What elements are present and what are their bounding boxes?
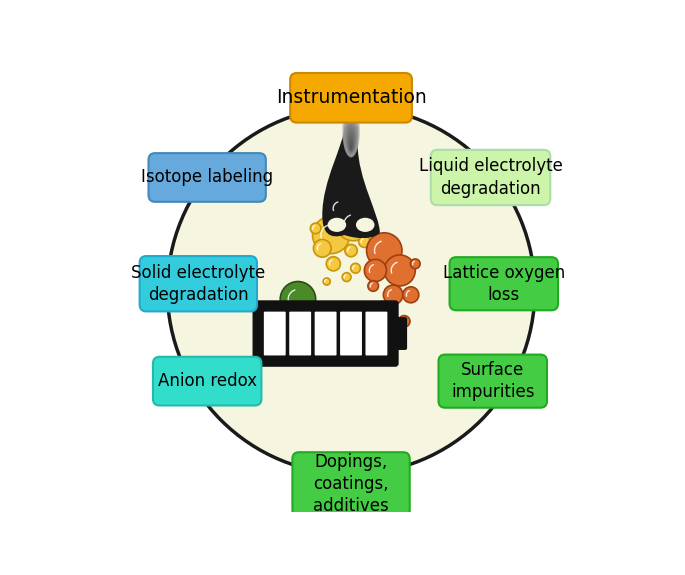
Text: Solid electrolyte
degradation: Solid electrolyte degradation xyxy=(132,263,266,304)
Text: Lattice oxygen
loss: Lattice oxygen loss xyxy=(443,263,565,304)
Text: Dopings,
coatings,
additives: Dopings, coatings, additives xyxy=(313,453,389,516)
FancyBboxPatch shape xyxy=(394,318,406,349)
Ellipse shape xyxy=(349,137,353,151)
FancyBboxPatch shape xyxy=(438,355,547,408)
Text: Liquid electrolyte
degradation: Liquid electrolyte degradation xyxy=(419,158,562,198)
Circle shape xyxy=(358,236,370,247)
Circle shape xyxy=(364,259,386,282)
PathPatch shape xyxy=(322,126,380,238)
FancyBboxPatch shape xyxy=(292,452,410,516)
Ellipse shape xyxy=(356,218,375,232)
Ellipse shape xyxy=(344,113,358,156)
Circle shape xyxy=(375,301,388,315)
Circle shape xyxy=(384,285,403,305)
Circle shape xyxy=(326,256,340,271)
FancyBboxPatch shape xyxy=(289,312,311,355)
Circle shape xyxy=(314,239,331,257)
FancyBboxPatch shape xyxy=(366,312,388,355)
FancyBboxPatch shape xyxy=(431,150,550,205)
Circle shape xyxy=(167,106,535,474)
Circle shape xyxy=(300,341,310,351)
Circle shape xyxy=(323,278,330,285)
Ellipse shape xyxy=(349,140,353,151)
Ellipse shape xyxy=(327,218,346,232)
Ellipse shape xyxy=(343,110,359,156)
FancyBboxPatch shape xyxy=(149,153,266,202)
Circle shape xyxy=(399,316,410,327)
Circle shape xyxy=(273,301,296,324)
Text: Anion redox: Anion redox xyxy=(158,372,257,390)
Text: Instrumentation: Instrumentation xyxy=(275,89,427,108)
Text: Isotope labeling: Isotope labeling xyxy=(141,168,273,186)
Ellipse shape xyxy=(347,128,356,153)
Ellipse shape xyxy=(346,122,356,154)
Ellipse shape xyxy=(345,119,357,155)
Circle shape xyxy=(288,322,303,338)
Circle shape xyxy=(327,196,352,221)
Ellipse shape xyxy=(347,131,355,152)
FancyBboxPatch shape xyxy=(140,256,257,312)
FancyBboxPatch shape xyxy=(153,356,262,405)
Text: Surface
impurities: Surface impurities xyxy=(451,361,534,401)
Circle shape xyxy=(316,317,325,326)
FancyBboxPatch shape xyxy=(340,312,362,355)
Circle shape xyxy=(312,216,350,254)
Circle shape xyxy=(285,339,293,347)
Circle shape xyxy=(295,302,323,332)
Circle shape xyxy=(342,273,351,282)
Ellipse shape xyxy=(350,143,352,150)
Circle shape xyxy=(310,223,321,233)
Circle shape xyxy=(280,282,316,317)
FancyBboxPatch shape xyxy=(314,312,336,355)
Circle shape xyxy=(345,244,358,256)
Ellipse shape xyxy=(348,134,354,152)
Circle shape xyxy=(366,233,402,268)
Circle shape xyxy=(410,259,420,269)
Ellipse shape xyxy=(347,125,356,154)
Circle shape xyxy=(382,322,390,330)
Circle shape xyxy=(336,207,370,241)
Circle shape xyxy=(309,328,322,342)
Ellipse shape xyxy=(342,105,360,158)
FancyBboxPatch shape xyxy=(264,312,286,355)
Ellipse shape xyxy=(342,108,360,157)
Ellipse shape xyxy=(345,116,358,155)
Circle shape xyxy=(275,322,286,334)
Circle shape xyxy=(351,263,360,273)
Circle shape xyxy=(384,255,415,286)
FancyBboxPatch shape xyxy=(449,257,558,310)
Circle shape xyxy=(403,287,419,303)
Ellipse shape xyxy=(347,223,355,234)
FancyBboxPatch shape xyxy=(253,301,398,366)
Circle shape xyxy=(368,281,379,292)
FancyBboxPatch shape xyxy=(290,73,412,122)
